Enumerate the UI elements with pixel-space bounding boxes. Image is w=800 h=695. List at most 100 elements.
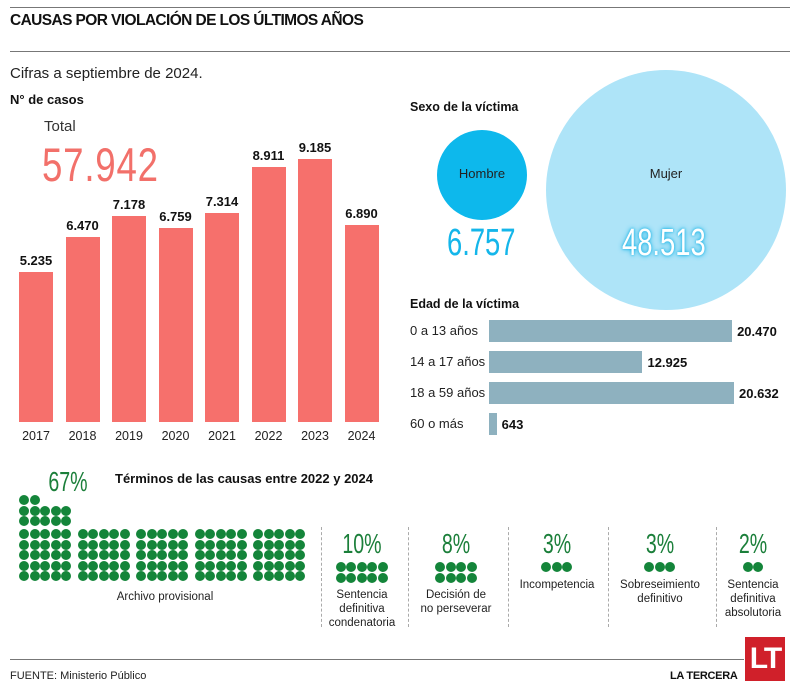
dot: [98, 539, 109, 550]
category-label: Decisión de no perseverar: [420, 589, 492, 615]
dot: [146, 550, 157, 560]
dot: [335, 572, 346, 583]
age-category-label: 14 a 17 años: [410, 354, 486, 369]
age-chart-title: Edad de la víctima: [410, 297, 520, 311]
year-bar-value: 8.911: [252, 147, 285, 163]
dot: [40, 550, 50, 560]
dot: [88, 550, 98, 560]
year-bar-value: 9.185: [298, 140, 332, 155]
dot: [98, 571, 109, 581]
dot: [29, 571, 40, 581]
percent-label: 10%: [342, 528, 382, 559]
dot: [356, 572, 367, 583]
dot: [236, 550, 247, 560]
dot: [109, 529, 119, 539]
dot: [29, 529, 40, 539]
dot: [77, 550, 88, 560]
dot: [40, 539, 50, 550]
dot: [167, 539, 178, 550]
dot: [753, 562, 763, 572]
dot: [50, 516, 61, 526]
dot: [98, 560, 109, 571]
dot: [19, 539, 29, 550]
dot: [178, 550, 188, 560]
age-category-label: 18 a 59 años: [410, 385, 486, 400]
age-bar-value: 20.632: [739, 386, 779, 401]
dot: [40, 560, 50, 571]
dot: [50, 550, 61, 560]
dot: [167, 560, 178, 571]
dot: [284, 571, 295, 581]
age-category-label: 60 o más: [410, 416, 464, 431]
dot: [19, 529, 29, 539]
dot: [61, 550, 71, 560]
dot: [551, 562, 562, 572]
dot: [88, 571, 98, 581]
year-bar-value: 6.890: [345, 205, 378, 221]
dot: [377, 562, 388, 572]
dot: [77, 560, 88, 571]
dot: [178, 571, 188, 581]
source-note: FUENTE: Ministerio Público: [10, 670, 147, 682]
age-bar: [489, 413, 497, 435]
dot: [435, 572, 445, 583]
dot: [50, 539, 61, 550]
dot: [236, 529, 247, 539]
dot: [236, 560, 247, 571]
dot: [215, 571, 226, 581]
mujer-value: 48.513: [622, 222, 706, 264]
year-tick-label: 2019: [115, 429, 143, 443]
year-tick-label: 2018: [68, 429, 97, 443]
dot: [77, 571, 88, 581]
year-tick-label: 2017: [22, 429, 50, 443]
percent-label: 2%: [738, 528, 768, 559]
dot: [367, 562, 378, 572]
dot: [77, 539, 88, 550]
dot: [88, 539, 98, 550]
dot: [284, 550, 295, 560]
dot: [274, 529, 284, 539]
dot: [194, 560, 205, 571]
dot: [146, 571, 157, 581]
dot: [19, 495, 29, 505]
sex-chart-title: Sexo de la víctima: [410, 100, 519, 114]
dot: [456, 562, 466, 572]
dot: [356, 562, 367, 572]
dot: [194, 550, 205, 560]
age-bar: [489, 382, 734, 404]
dot: [194, 529, 205, 539]
dot: [119, 571, 130, 581]
dot: [205, 539, 215, 550]
total-value: 57.942: [42, 138, 159, 191]
dot: [157, 560, 167, 571]
dot: [215, 560, 226, 571]
dot: [253, 529, 263, 539]
dot: [263, 529, 274, 539]
dot: [263, 560, 274, 571]
dot: [19, 516, 29, 526]
dot: [50, 529, 61, 539]
category-label: Archivo provisional: [116, 591, 214, 603]
dot: [236, 571, 247, 581]
age-bar: [489, 320, 733, 342]
year-tick-label: 2024: [347, 429, 376, 443]
dot: [253, 560, 263, 571]
dot: [40, 529, 50, 539]
group-divider: [321, 527, 322, 627]
top-rule: [10, 7, 790, 8]
year-bar: [19, 272, 53, 422]
age-bar-value: 643: [501, 417, 524, 432]
dot: [136, 571, 146, 581]
dot: [236, 539, 247, 550]
dot: [119, 539, 130, 550]
dot: [295, 550, 305, 560]
year-bar: [344, 224, 379, 422]
dot: [295, 539, 305, 550]
bubble-hombre: Hombre: [437, 130, 527, 220]
dot: [346, 572, 357, 583]
year-bar: [205, 212, 239, 422]
year-bar: [298, 159, 332, 422]
dot: [562, 562, 573, 572]
dot: [119, 529, 130, 539]
dot: [205, 571, 215, 581]
